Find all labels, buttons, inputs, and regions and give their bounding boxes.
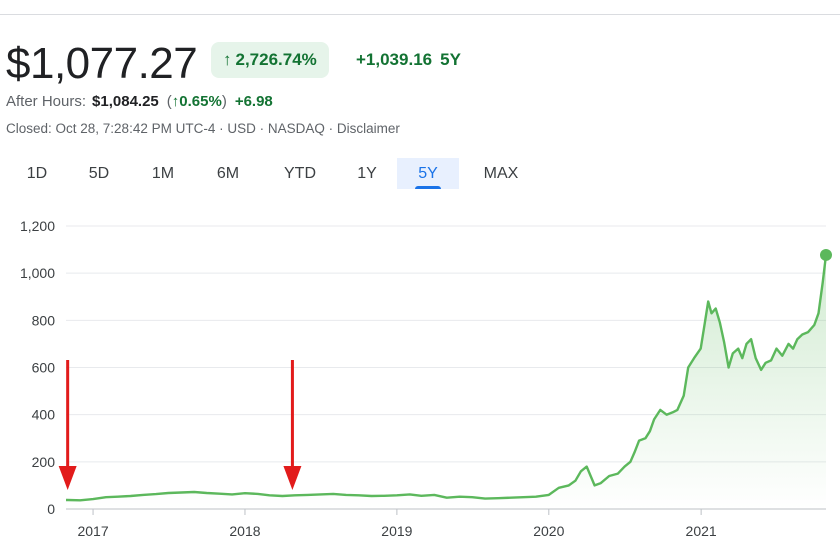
price-line	[66, 254, 828, 502]
tab-label: YTD	[284, 165, 316, 182]
y-tick-label: 0	[47, 501, 55, 517]
tab-1m[interactable]: 1M	[140, 158, 186, 189]
y-tick-label: 1,200	[20, 218, 55, 234]
annotations	[58, 360, 302, 490]
red-arrow-annotation	[58, 360, 77, 490]
after-hours-label: After Hours:	[6, 93, 87, 110]
change-percent-badge: ↑ 2,726.74%	[211, 42, 329, 78]
change-summary: +1,039.16 5Y	[356, 50, 461, 70]
market-status-line: Closed: Oct 28, 7:28:42 PM UTC-4 · USD ·…	[6, 121, 400, 136]
tab-ytd[interactable]: YTD	[274, 158, 326, 189]
after-hours-price: $1,084.25	[92, 93, 159, 110]
tab-5d[interactable]: 5D	[76, 158, 122, 189]
x-tick-label: 2019	[381, 523, 412, 539]
y-tick-label: 800	[32, 312, 56, 328]
tab-max[interactable]: MAX	[476, 158, 526, 189]
tab-6m[interactable]: 6M	[205, 158, 251, 189]
after-hours-row: After Hours: $1,084.25 (↑0.65%) +6.98	[6, 93, 273, 110]
tab-label: 1Y	[357, 165, 377, 182]
change-period: 5Y	[440, 50, 461, 69]
x-tick-label: 2018	[229, 523, 260, 539]
y-tick-label: 400	[32, 407, 56, 423]
after-hours-change: +6.98	[234, 93, 273, 110]
x-tick-label: 2020	[533, 523, 564, 539]
x-tick-label: 2021	[686, 523, 717, 539]
change-percent: 2,726.74%	[235, 50, 317, 69]
x-axis: 2017 2018 2019 2020 2021	[77, 509, 717, 539]
tab-label: 1M	[151, 165, 175, 182]
y-tick-label: 1,000	[20, 265, 55, 281]
y-axis: 0 200 400 600 800 1,000 1,200	[20, 218, 55, 517]
top-divider	[0, 14, 840, 15]
latest-price-dot	[820, 248, 832, 261]
tab-label: 1D	[26, 165, 48, 182]
after-hours-open-paren: (	[166, 93, 172, 110]
tab-5y[interactable]: 5Y	[397, 158, 459, 189]
active-tab-indicator	[415, 186, 441, 189]
change-absolute: +1,039.16	[356, 50, 433, 69]
tab-label: MAX	[483, 165, 519, 182]
y-tick-label: 200	[32, 454, 56, 470]
current-price: $1,077.27	[6, 39, 198, 88]
price-area-fill	[66, 255, 826, 509]
tab-1y[interactable]: 1Y	[344, 158, 390, 189]
tab-label: 6M	[216, 165, 240, 182]
after-hours-percent-value: 0.65%	[179, 93, 222, 110]
up-arrow-icon: ↑	[223, 50, 232, 69]
tab-label: 5D	[88, 165, 110, 182]
tab-label: 5Y	[418, 165, 438, 182]
after-hours-close-paren: )	[221, 93, 227, 110]
tab-1d[interactable]: 1D	[14, 158, 60, 189]
after-hours-up-arrow-icon: ↑	[171, 93, 180, 110]
red-arrow-annotation	[283, 360, 302, 490]
x-tick-label: 2017	[77, 523, 108, 539]
y-tick-label: 600	[32, 360, 56, 376]
after-hours-percent: (↑0.65%)	[167, 93, 227, 110]
